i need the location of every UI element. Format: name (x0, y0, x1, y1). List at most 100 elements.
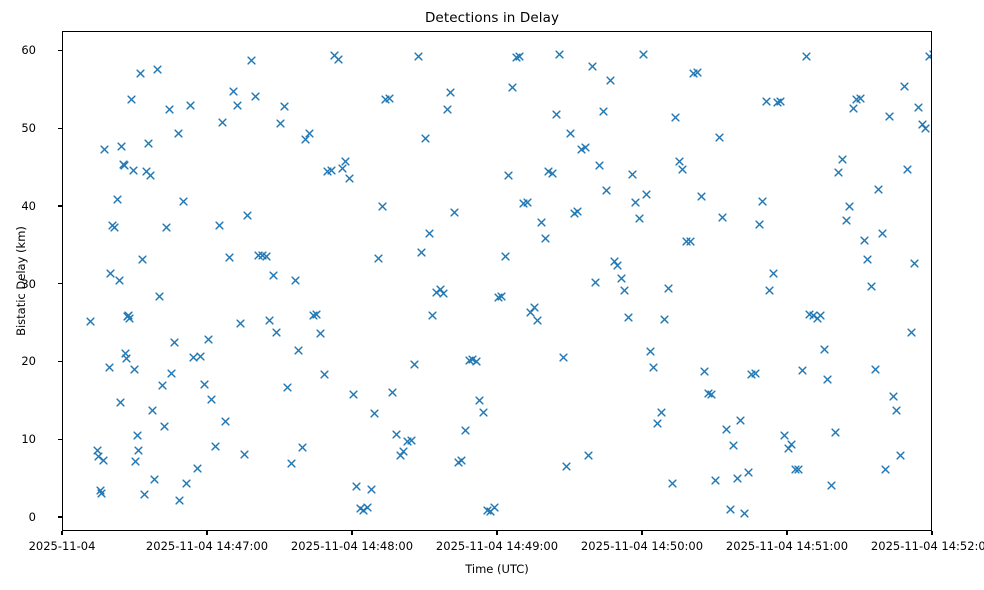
scatter-point (107, 221, 117, 230)
scatter-point (138, 255, 147, 264)
scatter-point (294, 346, 303, 355)
scatter-point (167, 369, 176, 378)
scatter-point (689, 69, 698, 78)
scatter-point (834, 168, 843, 177)
scatter-point (653, 419, 662, 429)
scatter-point (812, 314, 822, 324)
scatter-point (889, 392, 898, 401)
scatter-point (682, 237, 691, 247)
scatter-point (501, 252, 510, 261)
scatter-point (925, 51, 931, 61)
scatter-point (914, 103, 923, 112)
y-tick-mark (58, 360, 62, 363)
scatter-point (533, 316, 542, 325)
scatter-point (127, 95, 136, 104)
scatter-point (599, 107, 608, 116)
scatter-point (486, 506, 495, 516)
scatter-point (928, 50, 931, 59)
scatter-point (200, 380, 209, 389)
y-tick-label: 60 (21, 43, 36, 58)
scatter-point (417, 248, 426, 257)
scatter-point (125, 314, 134, 323)
scatter-point (555, 50, 564, 59)
scatter-point (146, 170, 155, 180)
scatter-point (388, 388, 397, 397)
scatter-point (472, 357, 481, 366)
scatter-point (396, 450, 405, 460)
scatter-point (425, 229, 434, 238)
scatter-point (374, 254, 383, 263)
scatter-point (693, 68, 702, 77)
scatter-point (414, 51, 423, 61)
scatter-point (798, 366, 807, 375)
scatter-point (406, 436, 416, 445)
scatter-point (272, 328, 281, 337)
scatter-point (475, 396, 484, 405)
scatter-point (508, 83, 517, 93)
scatter-point (130, 365, 139, 374)
scatter-point (729, 441, 738, 450)
scatter-point (432, 288, 441, 297)
scatter-point (530, 303, 539, 312)
x-tick-mark (206, 531, 208, 535)
scatter-point (522, 198, 532, 207)
x-tick-mark (351, 531, 353, 535)
scatter-point (175, 495, 185, 505)
scatter-point (736, 416, 745, 425)
scatter-point (323, 167, 332, 177)
y-tick-label: 50 (21, 121, 36, 136)
chart-title: Detections in Delay (424, 10, 560, 26)
scatter-point (345, 174, 354, 184)
scatter-point (142, 167, 151, 176)
scatter-point (287, 459, 296, 468)
scatter-point (667, 478, 677, 488)
scatter-point (751, 369, 760, 378)
scatter-point (334, 55, 343, 65)
scatter-point (454, 457, 463, 467)
scatter-point (780, 431, 789, 440)
x-tick-label: 2025-11-04 14:49:00 (435, 539, 559, 553)
scatter-point (624, 313, 633, 322)
scatter-point (816, 310, 825, 320)
scatter-point (776, 97, 785, 107)
scatter-point (635, 214, 644, 223)
scatter-point (773, 98, 782, 107)
scatter-point (443, 105, 452, 114)
scatter-point (173, 128, 183, 138)
scatter-point (870, 365, 880, 374)
scatter-point (97, 489, 107, 499)
scatter-point (283, 383, 292, 392)
scatter-point (254, 251, 263, 260)
scatter-point (377, 202, 387, 211)
scatter-point (269, 271, 278, 280)
scatter-point (464, 356, 474, 365)
y-tick-label: 0 (28, 510, 36, 524)
scatter-point (221, 417, 230, 426)
scatter-point (664, 284, 673, 293)
scatter-point (490, 503, 499, 512)
scatter-point (123, 312, 132, 321)
scatter-point (114, 276, 124, 285)
scatter-point (158, 380, 167, 390)
scatter-point (874, 185, 883, 194)
y-tick-mark (58, 49, 62, 51)
scatter-point (910, 259, 919, 268)
scatter-point (479, 408, 488, 417)
x-tick-mark (641, 531, 643, 535)
scatter-point (646, 347, 655, 356)
scatter-point (892, 406, 901, 415)
x-tick-mark (931, 531, 933, 535)
scatter-point (363, 503, 372, 512)
scatter-point (121, 349, 130, 358)
scatter-point (657, 408, 666, 417)
scatter-point (580, 143, 590, 152)
scatter-point (309, 310, 318, 320)
scatter-point (591, 278, 600, 287)
scatter-point (100, 145, 109, 154)
scatter-point (660, 315, 669, 324)
scatter-point (236, 319, 245, 328)
scatter-point (718, 213, 727, 222)
scatter-point (316, 329, 325, 338)
scatter-point (613, 261, 622, 270)
scatter-point (113, 195, 122, 205)
